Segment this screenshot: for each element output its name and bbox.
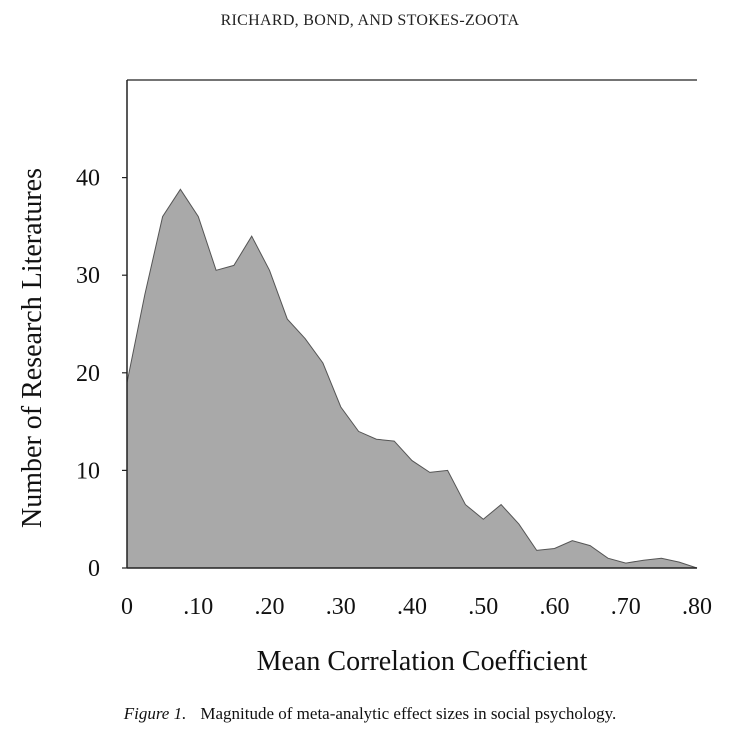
x-tick-label: .40 bbox=[397, 594, 427, 620]
chart: 0 10 20 30 40 0 .10 .20 .30 .40 .50 .60 .70 .80 Numb… bbox=[17, 79, 712, 677]
x-tick-label: .60 bbox=[540, 594, 570, 620]
y-tick-label: 10 bbox=[76, 458, 100, 484]
y-axis-ticks: 0 10 20 30 40 bbox=[76, 166, 127, 582]
x-tick-label: .20 bbox=[255, 594, 285, 620]
y-tick-label: 20 bbox=[76, 361, 100, 387]
x-tick-label: .70 bbox=[611, 594, 641, 620]
y-tick-label: 0 bbox=[88, 556, 100, 582]
y-tick-label: 30 bbox=[76, 263, 100, 289]
figure-caption: Figure 1. Magnitude of meta-analytic effe… bbox=[0, 704, 740, 724]
x-axis-ticks: 0 .10 .20 .30 .40 .50 .60 .70 .80 bbox=[121, 594, 712, 620]
x-tick-label: .10 bbox=[183, 594, 213, 620]
running-head: RICHARD, BOND, AND STOKES-ZOOTA bbox=[220, 12, 520, 29]
x-tick-label: .50 bbox=[468, 594, 498, 620]
y-tick-label: 40 bbox=[76, 166, 100, 192]
x-tick-label: 0 bbox=[121, 594, 133, 620]
caption-text: Magnitude of meta-analytic effect sizes … bbox=[200, 704, 617, 723]
area-series bbox=[126, 188, 698, 569]
x-tick-label: .30 bbox=[326, 594, 356, 620]
x-tick-label: .80 bbox=[682, 594, 712, 620]
figure-label: Figure 1. bbox=[123, 704, 187, 723]
plot-area bbox=[126, 79, 698, 569]
x-axis-label: Mean Correlation Coefficient bbox=[257, 646, 588, 677]
y-axis-label: Number of Research Literatures bbox=[17, 168, 48, 528]
